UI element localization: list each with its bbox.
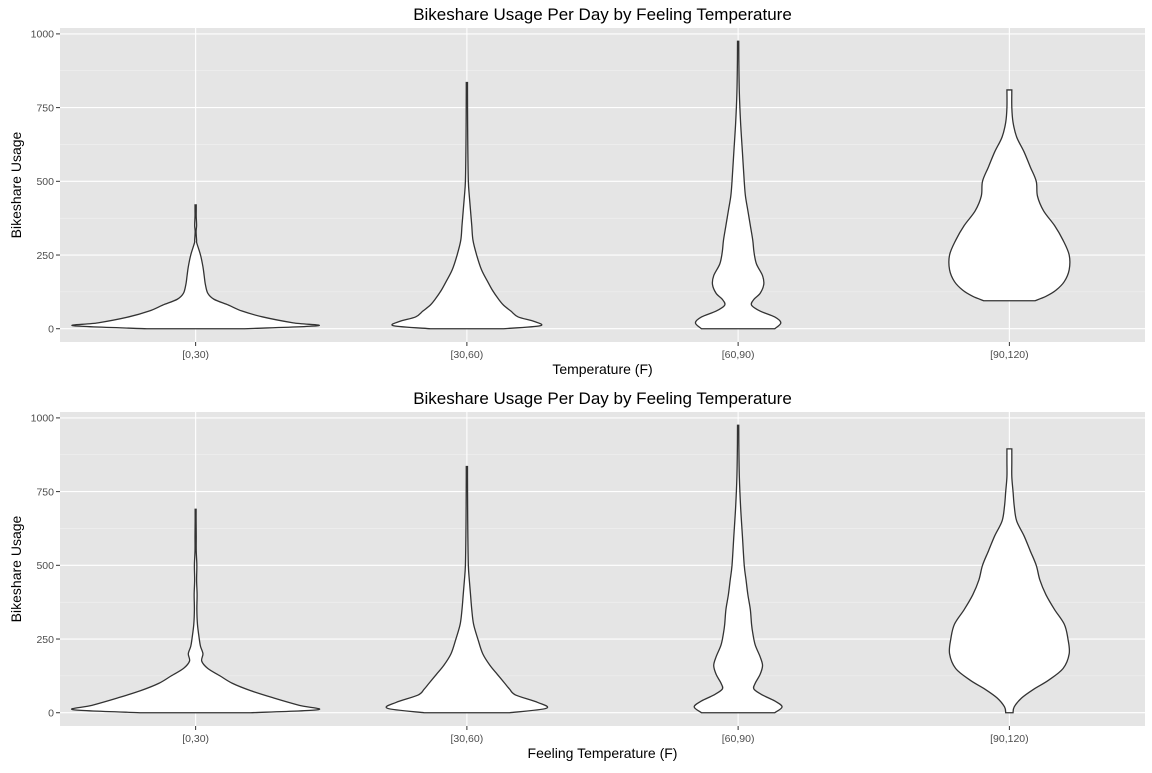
violin-0-30 (71, 508, 321, 714)
chart-panel-1: 0 250 500 750 1000 [0,30) [30,60) [60,90) [90,12… (8, 5, 1145, 377)
violin-30-60 (391, 81, 543, 330)
y-tick-label: 250 (36, 250, 54, 262)
y-tick-label: 500 (36, 560, 54, 572)
y-axis-title: Bikeshare Usage (8, 515, 24, 622)
violin-90-120 (948, 448, 1071, 714)
chart-panel-2: 0 250 500 750 1000 [0,30) [30,60) [60,90) [90,12… (8, 389, 1145, 761)
y-tick-label: 1000 (31, 413, 55, 425)
y-tick-label: 0 (48, 324, 54, 336)
y-tick-label: 500 (36, 176, 54, 188)
chart-title: Bikeshare Usage Per Day by Feeling Tempe… (413, 389, 792, 408)
violin-0-30 (71, 204, 321, 330)
x-tick-label: [30,60) (451, 733, 484, 745)
violin-90-120 (948, 89, 1071, 302)
y-tick-label: 250 (36, 634, 54, 646)
y-tick-label: 1000 (31, 29, 55, 41)
chart-title: Bikeshare Usage Per Day by Feeling Tempe… (413, 5, 792, 24)
x-tick-label: [0,30) (182, 349, 209, 361)
y-tick-label: 0 (48, 708, 54, 720)
x-axis-title: Temperature (F) (552, 361, 652, 377)
x-tick-label: [90,120) (990, 349, 1029, 361)
violin-60-90 (694, 40, 782, 330)
y-tick-label: 750 (36, 102, 54, 114)
x-axis-title: Feeling Temperature (F) (528, 745, 678, 761)
violin-30-60 (385, 465, 549, 714)
y-axis-title: Bikeshare Usage (8, 131, 24, 238)
x-tick-label: [30,60) (451, 349, 484, 361)
y-tick-label: 750 (36, 486, 54, 498)
x-tick-label: [90,120) (990, 733, 1029, 745)
x-tick-label: [60,90) (722, 349, 755, 361)
x-tick-label: [0,30) (182, 733, 209, 745)
x-tick-label: [60,90) (722, 733, 755, 745)
violin-60-90 (693, 424, 783, 714)
